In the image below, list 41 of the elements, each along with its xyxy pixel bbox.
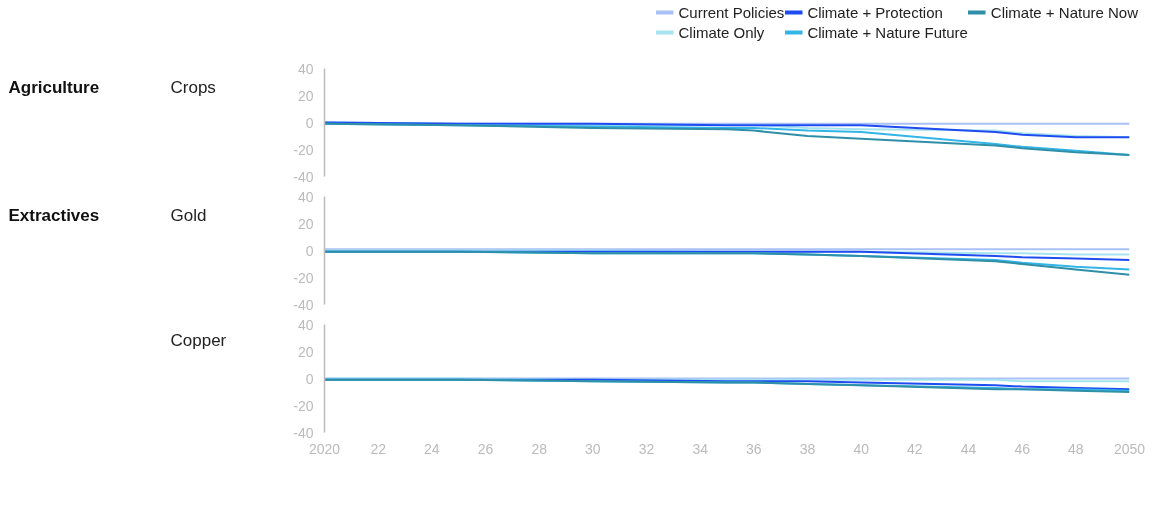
text: Gold — [170, 205, 207, 225]
legend-label: Climate Only — [678, 23, 765, 41]
y-tick-label: 20 — [297, 215, 314, 232]
y-tick-label: -40 — [293, 168, 314, 185]
y-tick-label: -40 — [293, 424, 314, 441]
y-tick-label: 0 — [305, 242, 314, 259]
y-tick-label: 40 — [297, 60, 314, 77]
y-tick-label: -40 — [293, 296, 314, 313]
y-tick-label: 20 — [297, 343, 314, 360]
y-tick-label: 0 — [305, 370, 314, 387]
x-tick-label: 38 — [799, 440, 816, 457]
y-tick-label: 40 — [297, 188, 314, 205]
text: Crops — [170, 77, 216, 97]
x-tick-label: 48 — [1068, 440, 1084, 457]
x-tick-label: 40 — [853, 440, 870, 457]
x-tick-label: 30 — [585, 440, 601, 457]
x-tick-label: 24 — [424, 440, 440, 457]
x-tick-label: 2020 — [308, 440, 341, 457]
text: Agriculture — [8, 77, 100, 97]
x-tick-label: 44 — [960, 440, 977, 457]
y-tick-label: 40 — [297, 316, 314, 333]
chart-title: Copper — [170, 330, 227, 350]
legend-label: Climate + Nature Now — [990, 3, 1138, 21]
legend-label: Current Policies — [678, 3, 785, 21]
y-tick-label: 0 — [305, 114, 314, 131]
y-tick-label: -20 — [293, 397, 314, 414]
x-tick-label: 36 — [746, 440, 762, 457]
x-tick-label: 28 — [531, 440, 548, 457]
x-tick-label: 46 — [1014, 440, 1031, 457]
legend-label: Climate + Protection — [807, 3, 943, 21]
x-tick-label: 34 — [692, 440, 709, 457]
x-tick-label: 42 — [907, 440, 923, 457]
y-tick-label: 20 — [297, 87, 314, 104]
x-tick-label: 26 — [477, 440, 494, 457]
x-tick-label: 32 — [638, 440, 655, 457]
x-tick-label: 22 — [370, 440, 387, 457]
y-tick-label: -20 — [293, 269, 314, 286]
y-tick-label: -20 — [293, 141, 314, 158]
text: Extractives — [8, 205, 100, 225]
legend-label: Climate + Nature Future — [807, 23, 968, 41]
x-tick-label: 2050 — [1113, 440, 1146, 457]
